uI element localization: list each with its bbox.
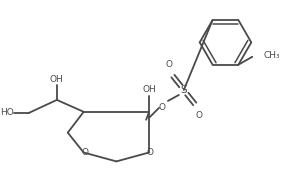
- Text: O: O: [166, 60, 172, 69]
- Text: OH: OH: [50, 75, 64, 84]
- Text: HO: HO: [0, 108, 14, 117]
- Text: S: S: [180, 85, 187, 95]
- Text: O: O: [158, 103, 166, 112]
- Text: O: O: [146, 148, 154, 157]
- Text: O: O: [81, 148, 88, 157]
- Text: CH₃: CH₃: [263, 51, 280, 60]
- Text: OH: OH: [142, 85, 156, 95]
- Text: O: O: [195, 111, 202, 120]
